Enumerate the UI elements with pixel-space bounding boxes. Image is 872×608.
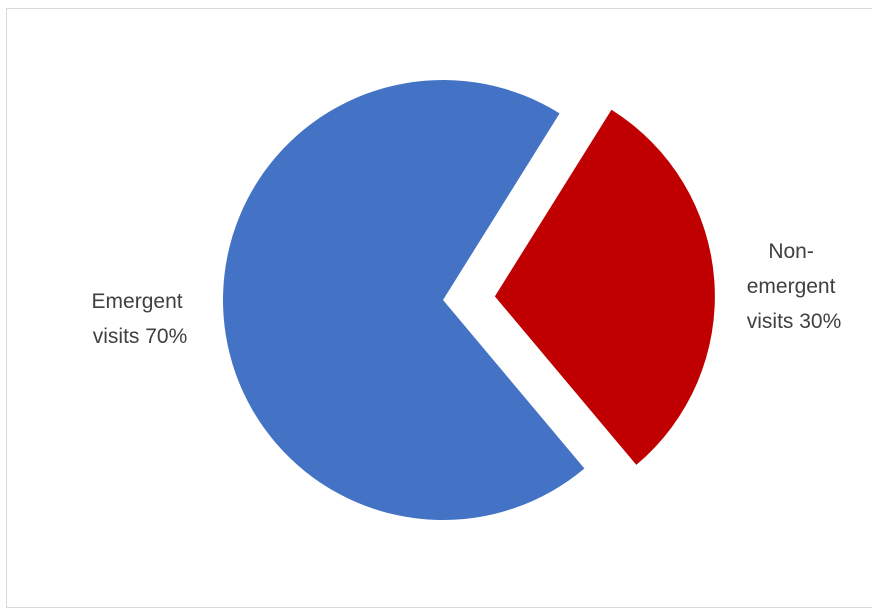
pie-labels: Emergent visits 70% Non- emergent visits… xyxy=(92,240,842,348)
slice-label-emergent-line-2: visits 70% xyxy=(93,325,188,348)
pie-slice-emergent xyxy=(222,80,585,521)
pie-chart: Emergent visits 70% Non- emergent visits… xyxy=(92,80,842,521)
slice-label-emergent-line-1: Emergent xyxy=(92,290,183,313)
pie-slice-non-emergent xyxy=(494,109,715,465)
slice-label-non-emergent: Non- emergent visits 30% xyxy=(747,240,842,333)
slice-label-emergent: Emergent visits 70% xyxy=(92,290,189,348)
slice-label-non-emergent-line-3: visits 30% xyxy=(747,310,842,333)
pie-slices xyxy=(222,80,715,521)
slice-label-non-emergent-line-2: emergent xyxy=(747,275,836,298)
slice-label-non-emergent-line-1: Non- xyxy=(768,240,814,263)
